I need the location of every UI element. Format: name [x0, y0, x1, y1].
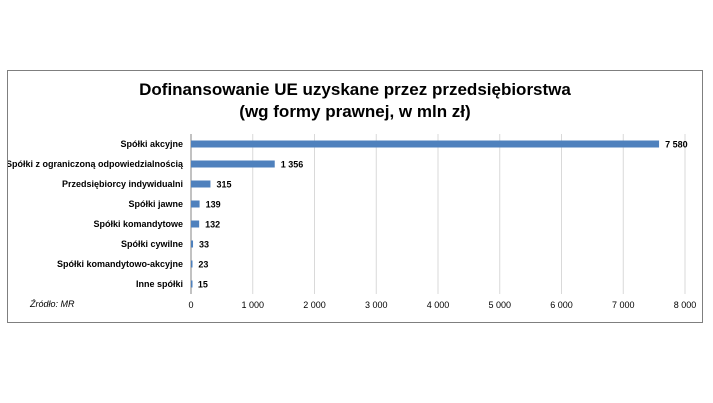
- category-label: Spółki jawne: [128, 199, 183, 209]
- bar: [191, 280, 193, 288]
- bar: [191, 160, 275, 168]
- bar: [191, 180, 211, 188]
- source-note: Źródło: MR: [30, 299, 75, 309]
- bar-chart: 0 1 000 2 000 3 000 4 000 5 000 6 000 7 000 8 00…: [8, 134, 697, 310]
- x-tick-label: 7 000: [612, 300, 635, 310]
- x-tick-label: 4 000: [427, 300, 450, 310]
- chart-title-line-2: (wg formy prawnej, w mln zł): [239, 102, 471, 121]
- x-tick-label: 1 000: [241, 300, 264, 310]
- value-label: 7 580: [665, 140, 688, 150]
- category-label: Przedsiębiorcy indywidualni: [62, 179, 183, 189]
- chart-title-line-1: Dofinansowanie UE uzyskane przez przedsi…: [139, 80, 571, 99]
- category-label: Spółki akcyjne: [120, 139, 183, 149]
- category-label: Spółki z ograniczoną odpowiedzialnością: [8, 159, 184, 169]
- category-label: Spółki komandytowe: [93, 219, 183, 229]
- x-tick-label: 2 000: [303, 300, 326, 310]
- value-label: 33: [199, 240, 209, 250]
- value-label: 315: [216, 180, 231, 190]
- category-label: Spółki cywilne: [121, 239, 183, 249]
- x-tick-label: 0: [188, 300, 193, 310]
- value-label: 15: [198, 280, 208, 290]
- chart-frame: Dofinansowanie UE uzyskane przez przedsi…: [7, 70, 703, 323]
- value-label: 1 356: [281, 160, 304, 170]
- bar: [191, 140, 660, 148]
- bar: [191, 200, 200, 208]
- bar: [191, 220, 200, 228]
- value-label: 23: [198, 260, 208, 270]
- value-label: 139: [206, 200, 221, 210]
- value-label: 132: [205, 220, 220, 230]
- category-label: Spółki komandytowo-akcyjne: [57, 259, 183, 269]
- bar: [191, 260, 193, 268]
- category-label: Inne spółki: [136, 279, 183, 289]
- x-tick-label: 8 000: [674, 300, 697, 310]
- x-tick-label: 3 000: [365, 300, 388, 310]
- chart-title: Dofinansowanie UE uzyskane przez przedsi…: [8, 79, 702, 123]
- x-tick-label: 6 000: [550, 300, 573, 310]
- bar: [191, 240, 194, 248]
- x-tick-label: 5 000: [488, 300, 511, 310]
